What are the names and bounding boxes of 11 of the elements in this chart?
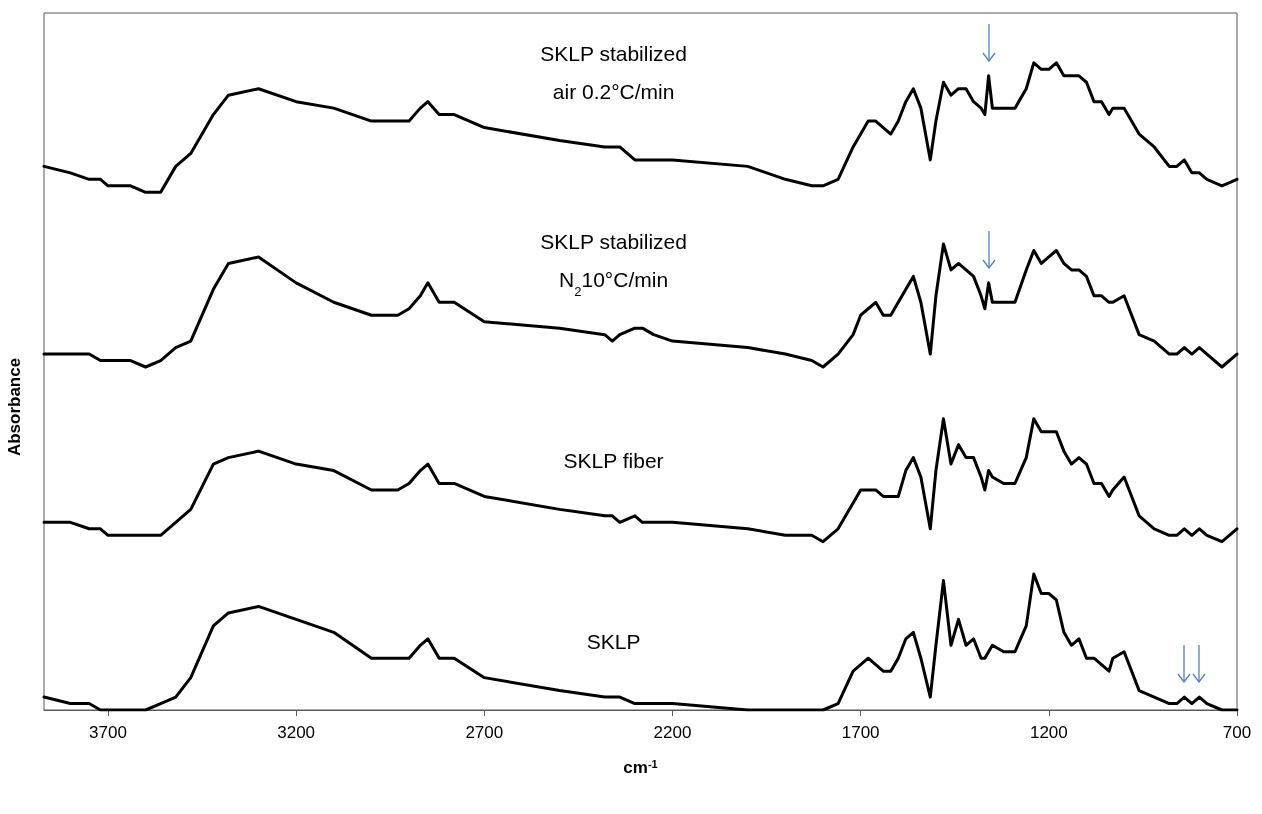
- x-tick-label: 1200: [1029, 723, 1068, 742]
- x-tick-label: 3700: [89, 723, 127, 742]
- x-tick-label: 1700: [841, 723, 880, 742]
- x-tick-label: 700: [1222, 723, 1252, 742]
- series-label: SKLP stabilized air 0.2°C/min: [540, 41, 687, 103]
- y-axis-title: Absorbance: [5, 357, 24, 457]
- series-label: SKLP fiber: [563, 448, 664, 472]
- x-tick-label: 3200: [277, 723, 316, 742]
- x-tick-label: 2700: [465, 723, 504, 742]
- series-label: SKLP: [586, 630, 641, 654]
- x-tick-label: 2200: [653, 723, 692, 742]
